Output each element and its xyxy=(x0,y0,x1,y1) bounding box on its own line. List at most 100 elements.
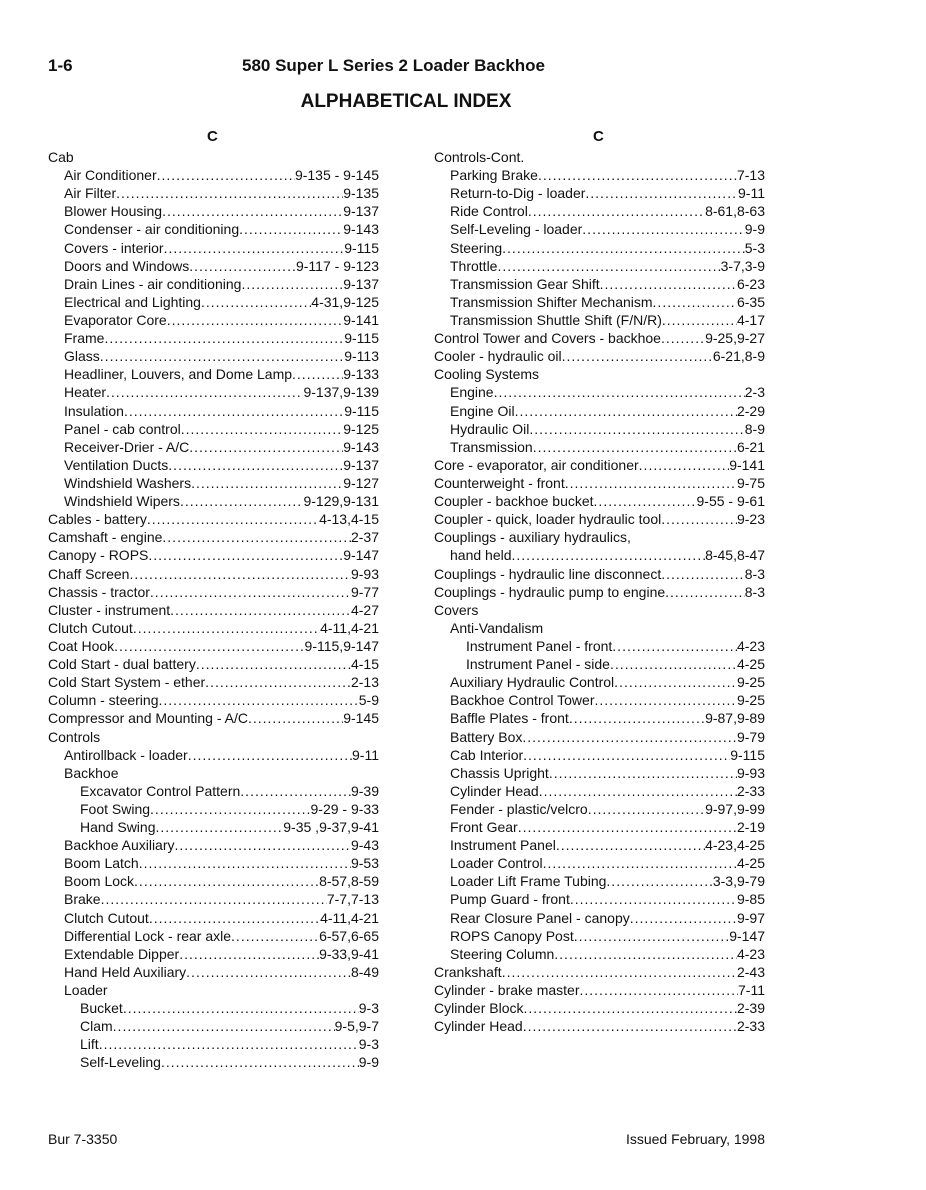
dot-leader xyxy=(661,565,745,583)
entry-label: Cooling Systems xyxy=(434,366,540,383)
index-entry: Engine Oil 2-29 xyxy=(434,402,765,420)
entry-label: Engine Oil xyxy=(450,402,515,419)
index-entry: Glass 9-113 xyxy=(48,347,379,365)
dot-leader xyxy=(196,655,351,673)
entry-label: Throttle xyxy=(450,257,498,274)
page-reference: 4-11,4-21 xyxy=(320,619,379,636)
dot-leader xyxy=(149,909,320,927)
page-reference: 4-23,4-25 xyxy=(705,837,765,854)
page-reference: 9-53 xyxy=(350,855,379,872)
entry-label: ROPS Canopy Post xyxy=(450,927,574,944)
entry-label: Foot Swing xyxy=(80,800,151,817)
index-entry: Camshaft - engine 2-37 xyxy=(48,528,379,546)
page-reference: 8-45,8-47 xyxy=(705,547,765,564)
dot-leader xyxy=(164,239,345,257)
index-entry: Transmission Shuttle Shift (F/N/R) 4-17 xyxy=(434,311,765,329)
dot-leader xyxy=(515,402,737,420)
entry-label: Chassis - tractor xyxy=(48,583,150,600)
entry-label: Column - steering xyxy=(48,692,159,709)
index-entry: Coupler - backhoe bucket 9-55 - 9-61 xyxy=(434,492,765,510)
index-entry: Hydraulic Oil 8-9 xyxy=(434,420,765,438)
dot-leader xyxy=(522,728,737,746)
page-reference: 9-11 xyxy=(738,185,765,202)
index-entry: Steering Column 4-23 xyxy=(434,945,765,963)
index-heading: Covers xyxy=(434,601,765,619)
dot-leader xyxy=(162,528,351,546)
dot-leader xyxy=(538,166,737,184)
entry-label: Backhoe Control Tower xyxy=(450,692,595,709)
page-reference: 9-77 xyxy=(350,583,379,600)
dot-leader xyxy=(543,854,737,872)
dot-leader xyxy=(175,836,351,854)
entry-label: Boom Lock xyxy=(64,873,135,890)
page-reference: 9-145 xyxy=(343,710,379,727)
entry-label: Evaporator Core xyxy=(64,311,167,328)
index-entry: Return-to-Dig - loader 9-11 xyxy=(434,184,765,202)
entry-label: Cold Start - dual battery xyxy=(48,656,196,673)
dot-leader xyxy=(100,347,344,365)
entry-label: Cold Start System - ether xyxy=(48,674,206,691)
page-reference: 5-9 xyxy=(358,692,379,709)
entry-label: Camshaft - engine xyxy=(48,529,163,546)
entry-label: Battery Box xyxy=(450,728,523,745)
page-reference: 8-49 xyxy=(350,963,379,980)
page-reference: 9-143 xyxy=(343,221,379,238)
page-reference: 9-93 xyxy=(350,565,379,582)
index-entry: Hand Swing 9-35 ,9-37,9-41 xyxy=(48,818,379,836)
page-reference: 7-7,7-13 xyxy=(326,891,379,908)
dot-leader xyxy=(148,546,343,564)
entry-label: Rear Closure Panel - canopy xyxy=(450,909,630,926)
dot-leader xyxy=(594,492,697,510)
entry-label: Electrical and Lighting xyxy=(64,293,201,310)
page-reference: 4-27 xyxy=(350,601,379,618)
index-entry: Brake 7-7,7-13 xyxy=(48,890,379,908)
index-entry: hand held 8-45,8-47 xyxy=(434,546,765,564)
index-entry: Transmission Shifter Mechanism 6-35 xyxy=(434,293,765,311)
page-reference: 8-57,8-59 xyxy=(319,873,379,890)
index-entry: Air Filter 9-135 xyxy=(48,184,379,202)
entry-label: Boom Latch xyxy=(64,855,139,872)
entry-label: Cylinder Head xyxy=(450,782,539,799)
entry-label: Anti-Vandalism xyxy=(450,619,544,636)
dot-leader xyxy=(661,329,705,347)
index-heading: Controls xyxy=(48,728,379,746)
index-entry: Battery Box 9-79 xyxy=(434,728,765,746)
page-reference: 9-11 xyxy=(352,746,379,763)
entry-label: Canopy - ROPS xyxy=(48,547,149,564)
entry-label: Control Tower and Covers - backhoe xyxy=(434,330,661,347)
index-entry: Cylinder Head 2-33 xyxy=(434,782,765,800)
page-reference: 2-29 xyxy=(736,402,765,419)
entry-label: Ventilation Ducts xyxy=(64,456,169,473)
page-reference: 9-117 - 9-123 xyxy=(295,257,379,274)
dot-leader xyxy=(180,492,304,510)
dot-leader xyxy=(585,184,738,202)
page-reference: 3-7,3-9 xyxy=(720,257,765,274)
index-entry: Cylinder - brake master 7-11 xyxy=(434,981,765,999)
entry-label: Windshield Washers xyxy=(64,474,192,491)
dot-leader xyxy=(630,909,737,927)
entry-label: Drain Lines - air conditioning xyxy=(64,275,242,292)
dot-leader xyxy=(129,565,351,583)
dot-leader xyxy=(606,872,712,890)
column-letter-left: C xyxy=(207,128,218,145)
entry-label: Auxiliary Hydraulic Control xyxy=(450,674,615,691)
entry-label: Transmission Shuttle Shift (F/N/R) xyxy=(450,311,662,328)
index-title: ALPHABETICAL INDEX xyxy=(300,91,512,112)
index-entry: Extendable Dipper 9-33,9-41 xyxy=(48,945,379,963)
dot-leader xyxy=(150,583,351,601)
entry-label: Transmission xyxy=(450,438,533,455)
index-entry: Clutch Cutout 4-11,4-21 xyxy=(48,619,379,637)
index-entry: ROPS Canopy Post 9-147 xyxy=(434,927,765,945)
entry-label: Brake xyxy=(64,891,101,908)
entry-label: Transmission Gear Shift xyxy=(450,275,600,292)
page-reference: 9-143 xyxy=(343,438,379,455)
dot-leader xyxy=(556,836,705,854)
index-entry: Baffle Plates - front 9-87,9-89 xyxy=(434,709,765,727)
index-entry: Insulation 9-115 xyxy=(48,402,379,420)
index-entry: Engine 2-3 xyxy=(434,383,765,401)
index-entry: Receiver-Drier - A/C 9-143 xyxy=(48,438,379,456)
entry-label: Panel - cab control xyxy=(64,420,181,437)
index-entry: Pump Guard - front 9-85 xyxy=(434,890,765,908)
dot-leader xyxy=(167,311,343,329)
entry-label: Couplings - auxiliary hydraulics, xyxy=(434,529,631,546)
